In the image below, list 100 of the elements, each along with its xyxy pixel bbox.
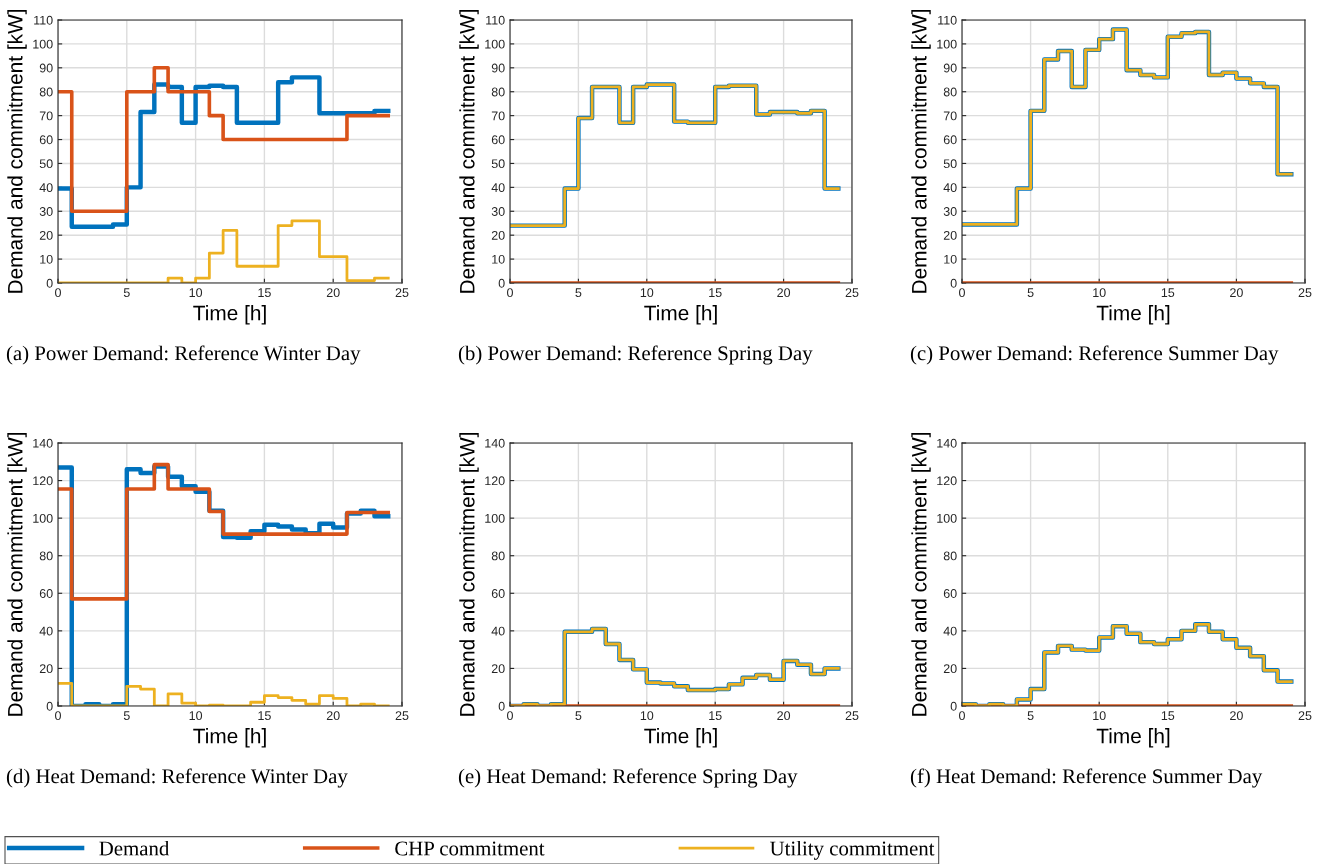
y-tick-label: 120 — [485, 476, 505, 486]
x-tick-label: 0 — [959, 711, 965, 721]
y-tick-label: 110 — [34, 15, 53, 25]
y-tick-label: 40 — [943, 626, 957, 636]
y-tick-label: 20 — [39, 664, 53, 674]
x-tick-label: 25 — [845, 711, 859, 721]
text: (d) Heat Demand: Reference Winter Day — [6, 768, 348, 788]
x-tick-label: 25 — [395, 711, 409, 721]
y-axis-title: Demand and commitment [kW] — [7, 9, 27, 293]
x-tick-label: 25 — [395, 288, 409, 298]
y-tick-label: 60 — [943, 589, 957, 598]
x-tick-label: 5 — [1027, 288, 1034, 298]
text: (c) Power Demand: Reference Summer Day — [910, 345, 1279, 365]
x-tick-label: 0 — [507, 288, 513, 298]
x-tick-label: 10 — [640, 288, 654, 298]
x-axis-title: Time [h] — [1096, 728, 1170, 748]
y-tick-label: 140 — [33, 438, 53, 448]
x-tick-label: 0 — [55, 288, 61, 298]
y-tick-label: 110 — [938, 15, 957, 25]
y-tick-label: 100 — [485, 39, 505, 49]
y-axis-title: Demand and commitment [kW] — [911, 432, 931, 716]
y-tick-label: 40 — [491, 626, 505, 636]
y-tick-label: 20 — [943, 664, 957, 674]
y-tick-label: 80 — [39, 551, 53, 561]
y-tick-label: 120 — [33, 476, 53, 486]
y-tick-label: 30 — [491, 207, 505, 216]
x-tick-label: 10 — [1093, 288, 1106, 298]
y-tick-label: 10 — [944, 254, 957, 264]
y-tick-label: 140 — [937, 438, 957, 448]
y-tick-label: 40 — [39, 183, 53, 193]
x-tick-label: 20 — [1230, 288, 1243, 298]
y-tick-label: 90 — [491, 63, 505, 73]
x-tick-label: 25 — [1298, 288, 1312, 298]
y-tick-label: 0 — [498, 701, 505, 711]
x-axis-title: Time [h] — [644, 305, 717, 325]
x-tick-label: 20 — [326, 288, 340, 298]
x-tick-label: 15 — [258, 288, 271, 298]
y-tick-label: 60 — [39, 589, 53, 598]
y-tick-label: 20 — [491, 664, 505, 674]
x-axis-title: Time [h] — [193, 728, 266, 748]
y-axis-title: Demand and commitment [kW] — [911, 9, 931, 293]
y-tick-label: 20 — [39, 230, 53, 240]
y-tick-label: 0 — [498, 278, 505, 288]
y-tick-label: 0 — [950, 701, 957, 711]
y-tick-label: 100 — [485, 513, 505, 523]
x-tick-label: 20 — [777, 711, 791, 721]
x-tick-label: 5 — [123, 288, 130, 298]
x-tick-label: 5 — [1027, 711, 1034, 721]
y-tick-label: 60 — [943, 135, 957, 145]
x-tick-label: 5 — [575, 288, 582, 298]
x-tick-label: 15 — [258, 711, 271, 721]
x-axis-title: Time [h] — [193, 305, 266, 325]
y-tick-label: 70 — [491, 111, 505, 121]
y-tick-label: 30 — [39, 207, 53, 216]
x-tick-label: 15 — [1161, 288, 1175, 298]
x-tick-label: 0 — [959, 288, 965, 298]
x-tick-label: 5 — [575, 711, 582, 721]
y-tick-label: 70 — [943, 111, 957, 121]
y-tick-label: 0 — [950, 278, 957, 288]
x-tick-label: 10 — [189, 711, 203, 721]
x-tick-label: 25 — [845, 288, 859, 298]
y-tick-label: 0 — [46, 278, 53, 288]
y-tick-label: 80 — [491, 87, 505, 97]
x-tick-label: 15 — [709, 288, 722, 298]
x-tick-label: 20 — [326, 711, 340, 721]
y-tick-label: 90 — [943, 63, 957, 73]
y-tick-label: 60 — [491, 135, 505, 145]
y-tick-label: 80 — [943, 551, 957, 561]
y-tick-label: 80 — [491, 551, 505, 561]
y-tick-label: 20 — [491, 230, 505, 240]
y-axis-title: Demand and commitment [kW] — [459, 432, 479, 716]
y-tick-label: 40 — [39, 626, 53, 636]
y-tick-label: 50 — [491, 159, 505, 169]
y-tick-label: 120 — [937, 476, 957, 486]
legend-label: Demand — [99, 840, 170, 856]
x-tick-label: 0 — [507, 711, 513, 721]
y-tick-label: 50 — [39, 159, 53, 169]
y-tick-label: 50 — [943, 159, 957, 169]
y-tick-label: 100 — [937, 39, 957, 49]
y-tick-label: 30 — [943, 207, 957, 216]
y-tick-label: 90 — [39, 63, 53, 73]
y-tick-label: 60 — [491, 589, 505, 598]
y-tick-label: 80 — [943, 87, 957, 97]
x-tick-label: 5 — [123, 711, 130, 721]
x-tick-label: 10 — [640, 711, 654, 721]
x-tick-label: 0 — [55, 711, 61, 721]
legend-label: CHP commitment — [395, 841, 545, 856]
x-tick-label: 25 — [1298, 711, 1312, 721]
y-axis-title: Demand and commitment [kW] — [459, 9, 479, 293]
x-axis-title: Time [h] — [1096, 305, 1170, 325]
x-tick-label: 20 — [777, 288, 791, 298]
x-tick-label: 15 — [709, 711, 722, 721]
text: (a) Power Demand: Reference Winter Day — [6, 345, 361, 365]
y-tick-label: 20 — [943, 230, 957, 240]
y-tick-label: 80 — [39, 87, 53, 97]
text: (f) Heat Demand: Reference Summer Day — [910, 768, 1263, 788]
x-tick-label: 10 — [189, 288, 203, 298]
y-tick-label: 10 — [40, 254, 53, 264]
x-axis-title: Time [h] — [644, 728, 717, 748]
y-tick-label: 100 — [937, 513, 957, 523]
